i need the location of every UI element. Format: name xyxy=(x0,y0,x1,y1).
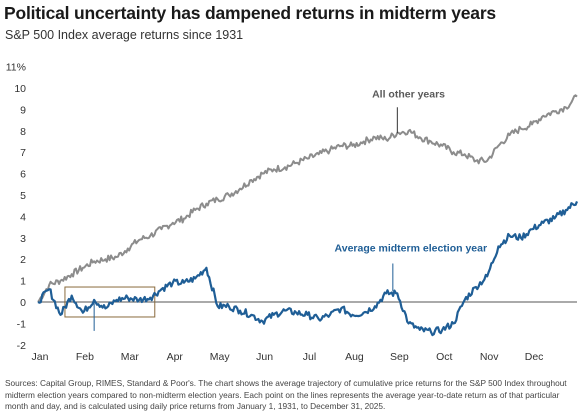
midterm-year-line xyxy=(37,200,579,337)
x-tick-label: Jul xyxy=(303,351,316,363)
midterm-label: Average midterm election year xyxy=(335,243,488,255)
x-tick-label: Feb xyxy=(76,351,94,363)
all-other-years-line xyxy=(37,94,578,303)
chart-title: Political uncertainty has dampened retur… xyxy=(4,3,496,23)
y-tick-label: 4 xyxy=(20,211,26,223)
x-tick-label: May xyxy=(210,351,231,363)
x-tick-label: Nov xyxy=(480,351,499,363)
y-tick-label: 1 xyxy=(20,276,26,288)
x-tick-label: Sep xyxy=(390,351,409,363)
y-tick-label: 5 xyxy=(20,190,26,202)
all-other-years-label: All other years xyxy=(372,89,445,101)
y-tick-label: 10 xyxy=(14,83,26,95)
x-tick-label: Mar xyxy=(121,351,140,363)
y-axis: -2 -1 0 1 2 3 4 5 6 7 8 9 10 11% xyxy=(6,62,26,352)
x-tick-label: Jan xyxy=(32,351,49,363)
x-tick-label: Apr xyxy=(167,351,184,363)
feb-mar-callout-box xyxy=(64,286,156,318)
chart-subtitle: S&P 500 Index average returns since 1931 xyxy=(5,28,244,42)
y-tick-label: 8 xyxy=(20,126,26,138)
chart-source-note: Sources: Capital Group, RIMES, Standard … xyxy=(5,378,567,411)
x-tick-label: Aug xyxy=(345,351,364,363)
y-tick-label: 6 xyxy=(20,169,26,181)
y-tick-label: 11% xyxy=(6,62,26,74)
y-tick-label: 2 xyxy=(20,254,26,266)
y-tick-label: 0 xyxy=(20,297,26,309)
x-tick-label: Dec xyxy=(525,351,544,363)
y-tick-label: 3 xyxy=(20,233,26,245)
y-tick-label: 9 xyxy=(20,104,26,116)
x-tick-label: Oct xyxy=(436,351,452,363)
y-tick-label: -1 xyxy=(17,318,26,330)
y-tick-label: 7 xyxy=(20,147,26,159)
x-tick-label: Jun xyxy=(256,351,273,363)
series-layer xyxy=(37,94,579,337)
x-axis: Jan Feb Mar Apr May Jun Jul Aug Sep Oct Nov Dec xyxy=(32,351,544,363)
y-tick-label: -2 xyxy=(17,340,26,352)
